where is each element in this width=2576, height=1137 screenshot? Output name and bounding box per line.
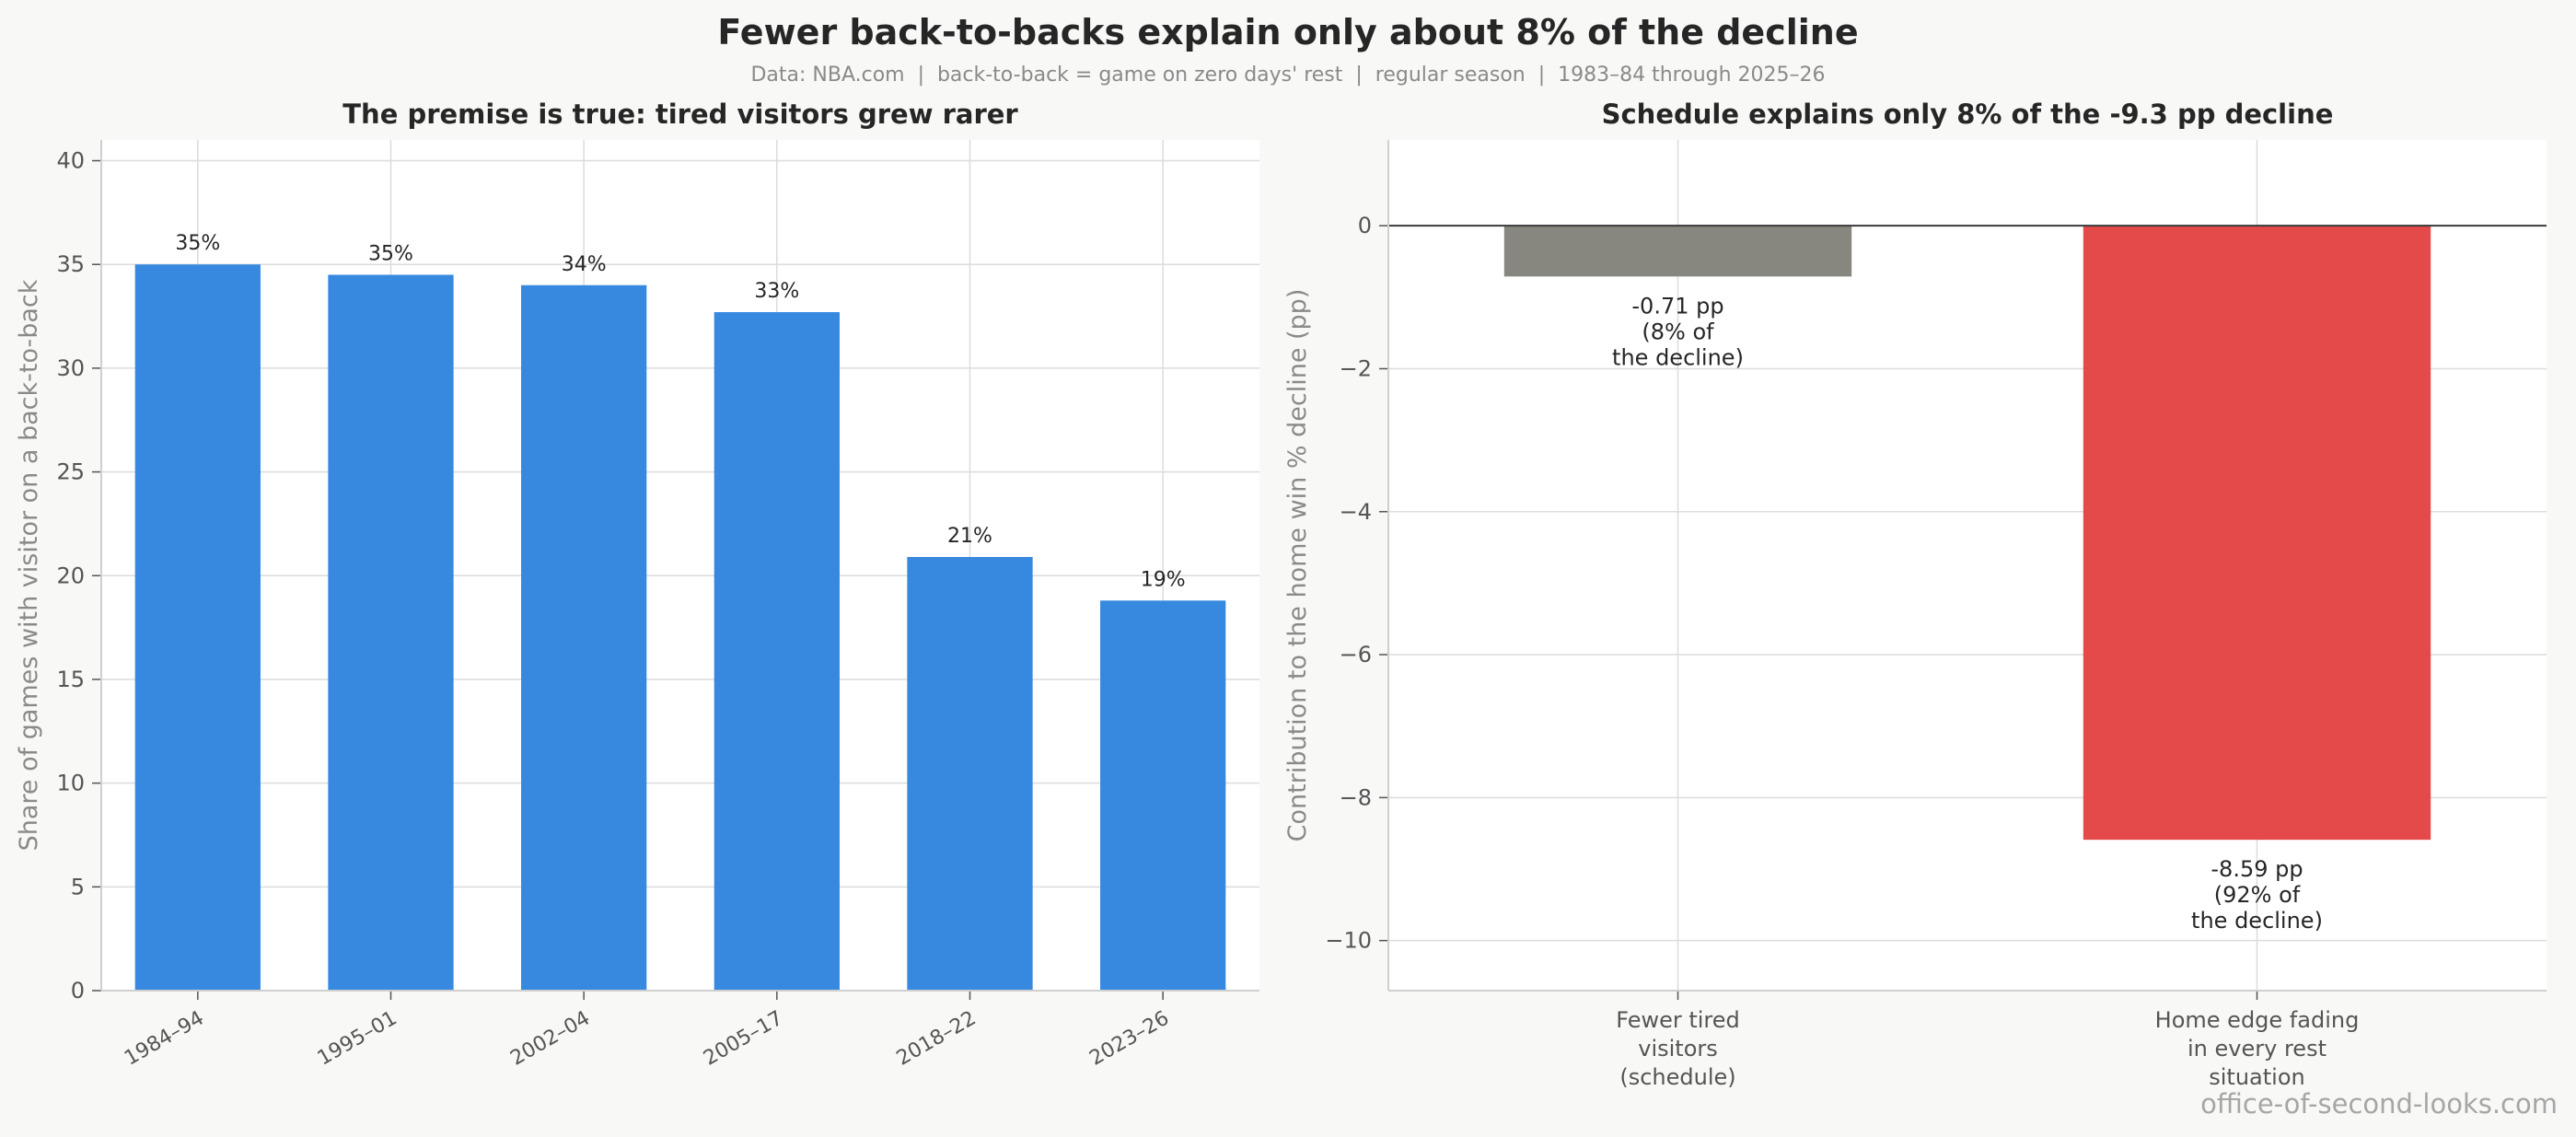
left-x-tick-label: 2002–04 (506, 1007, 594, 1071)
left-chart-title: The premise is true: tired visitors grew… (342, 99, 1018, 130)
right-x-tick-label-line: in every rest (2187, 1036, 2327, 1062)
left-x-tick-label: 2023–26 (1085, 1007, 1173, 1071)
left-y-tick-label: 0 (71, 978, 85, 1004)
right-x-tick-label-line: Fewer tired (1616, 1007, 1740, 1033)
left-bar (1100, 600, 1226, 991)
right-y-axis-label: Contribution to the home win % decline (… (1283, 289, 1312, 842)
right-y-tick-label: −10 (1325, 928, 1372, 954)
left-bar-value-label: 35% (368, 242, 413, 265)
right-bar-value-label-line: the decline) (2191, 908, 2323, 934)
left-bar (134, 264, 261, 992)
left-bar-value-label: 19% (1141, 568, 1186, 591)
left-bar-value-label: 21% (947, 525, 992, 548)
right-bar-value-label-line: -0.71 pp (1631, 293, 1723, 319)
left-y-tick-label: 30 (56, 355, 85, 381)
left-y-tick-label: 10 (56, 771, 85, 796)
right-bar-value-label: -8.59 pp (92% of the decline) (2191, 856, 2323, 934)
right-x-tick-label-line: visitors (1638, 1036, 1718, 1062)
right-x-tick-label: Fewer tired visitors (schedule) (1616, 1007, 1740, 1090)
right-x-tick-label-line: Home edge fading (2155, 1007, 2360, 1033)
left-x-tick-label: 2018–22 (893, 1007, 981, 1071)
right-bar-value-label-line: (8% of (1642, 319, 1714, 344)
left-bar (521, 284, 647, 991)
right-y-tick-label: −2 (1340, 355, 1372, 381)
left-x-tick-label: 2005–17 (700, 1007, 787, 1071)
right-x-tick-label-line: (schedule) (1619, 1064, 1735, 1090)
right-y-tick-label: −8 (1340, 784, 1372, 810)
right-y-tick-label: 0 (1358, 213, 1372, 238)
right-y-tick-label: −4 (1340, 499, 1372, 525)
left-bar-value-label: 34% (562, 253, 607, 276)
left-bar-value-label: 33% (754, 280, 799, 303)
right-bar-value-label-line: -8.59 pp (2210, 856, 2303, 882)
left-bar (714, 312, 840, 991)
left-x-tick-label: 1995–01 (314, 1007, 401, 1071)
right-x-tick-label-line: situation (2209, 1064, 2304, 1090)
figure-subtitle: Data: NBA.com | back-to-back = game on z… (750, 64, 1825, 87)
left-y-tick-label: 40 (56, 148, 85, 174)
left-bar (328, 274, 454, 991)
right-bar-value-label-line: (92% of (2214, 882, 2301, 908)
right-bar-value-label: -0.71 pp (8% of the decline) (1612, 293, 1744, 370)
right-x-tick-label: Home edge fading in every rest situation (2155, 1007, 2360, 1090)
left-y-tick-label: 35 (56, 251, 85, 277)
left-chart: 35% 35% 34% 33% 21% 19% 0 5 10 15 20 25 30 35 40 1984–… (15, 99, 1259, 1071)
right-chart: -0.71 pp (8% of the decline)-8.59 pp (92% o… (1283, 99, 2547, 1090)
figure-title: Fewer back-to-backs explain only about 8… (717, 12, 1858, 52)
right-chart-title: Schedule explains only 8% of the -9.3 pp… (1602, 99, 2334, 130)
left-bar (907, 556, 1033, 991)
credit-text: office-of-second-looks.com (2200, 1088, 2558, 1120)
left-plot-area (101, 140, 1259, 991)
right-y-tick-label: −6 (1340, 642, 1372, 667)
left-y-axis-label: Share of games with visitor on a back-to… (15, 279, 43, 851)
left-y-tick-label: 20 (56, 563, 85, 588)
right-bar-value-label-line: the decline) (1612, 344, 1744, 370)
left-y-tick-label: 15 (56, 667, 85, 692)
left-bar-value-label: 35% (175, 232, 220, 255)
right-bar (2083, 226, 2431, 841)
left-y-tick-label: 25 (56, 459, 85, 485)
left-x-tick-label: 1984–94 (121, 1007, 208, 1071)
right-bar (1503, 226, 1852, 277)
left-y-tick-label: 5 (71, 874, 85, 899)
